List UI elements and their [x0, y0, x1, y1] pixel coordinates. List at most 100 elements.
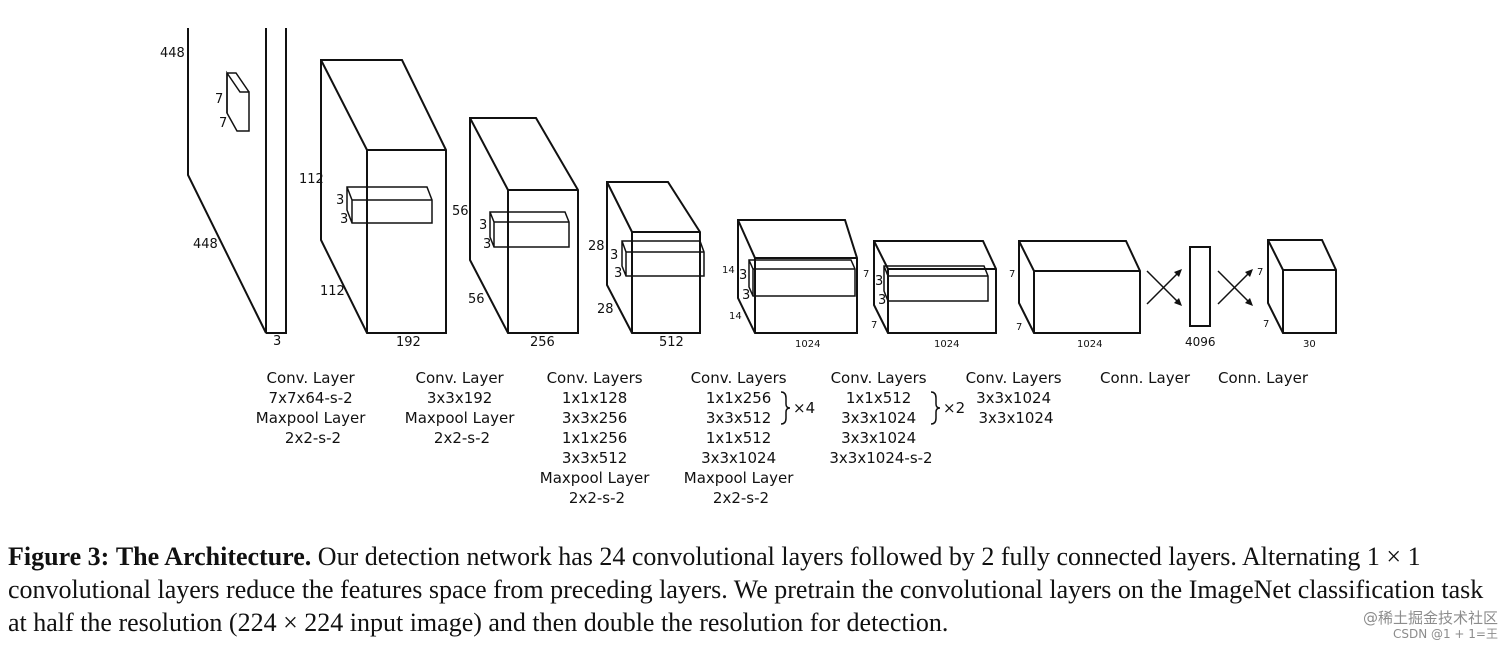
layer-group-5: Conv. Layers 1x1x512 3x3x1024 3x3x1024 3…: [829, 369, 932, 467]
dim-input-kernel-w: 7: [219, 116, 227, 131]
layer-group-4-line: 2x2-s-2: [713, 489, 769, 507]
layer-group-1-line: 7x7x64-s-2: [269, 389, 353, 407]
layer-group-7-line: Conn. Layer: [1100, 369, 1191, 387]
dim-l5-height: 7: [863, 269, 869, 280]
layer-group-3-line: 2x2-s-2: [569, 489, 625, 507]
caption-body: Our detection network has 24 convolution…: [8, 542, 1484, 637]
layer-group-3-line: 3x3x512: [562, 449, 627, 467]
layer-group-4-line: 1x1x256: [706, 389, 771, 407]
dim-l2-width: 56: [468, 292, 485, 307]
dim-l2-kernel-w: 3: [483, 237, 491, 252]
layer-group-5-line: 3x3x1024-s-2: [829, 449, 932, 467]
dim-l3-depth: 512: [659, 335, 684, 350]
layer-group-1-line: 2x2-s-2: [285, 429, 341, 447]
dim-l3-height: 28: [588, 239, 605, 254]
layer-group-4: Conv. Layers 1x1x256 3x3x512 1x1x512 3x3…: [684, 369, 798, 507]
layer-group-5-line: 3x3x1024: [841, 429, 916, 447]
layer-group-8-line: Conn. Layer: [1218, 369, 1309, 387]
connection-arrows-2: [1217, 270, 1252, 305]
layer-group-3-line: 1x1x256: [562, 429, 627, 447]
dim-l4-depth: 1024: [795, 339, 820, 350]
dim-l5-width: 7: [871, 320, 877, 331]
dim-l6-height: 7: [1009, 269, 1015, 280]
input-volume: [187, 28, 287, 334]
dim-l1-height: 112: [299, 172, 324, 187]
watermark-line-1: @稀土掘金技术社区: [1362, 609, 1498, 627]
watermark-line-2: CSDN @1 + 1=王: [1392, 627, 1498, 641]
caption-label: Figure 3:: [8, 542, 110, 571]
dim-out-width: 7: [1263, 319, 1269, 330]
layer-group-2-line: Conv. Layer: [415, 369, 504, 387]
layer-group-6-line: 3x3x1024: [976, 389, 1051, 407]
dim-l3-width: 28: [597, 302, 614, 317]
caption-title: The Architecture.: [115, 542, 312, 571]
layer-group-1-line: Conv. Layer: [266, 369, 355, 387]
dim-input-height: 448: [160, 46, 185, 61]
layer-group-4-line: Conv. Layers: [691, 369, 787, 387]
dim-l5-kernel-h: 3: [875, 274, 883, 289]
layer-group-2: Conv. Layer 3x3x192 Maxpool Layer 2x2-s-…: [405, 369, 519, 447]
dim-l5-kernel-w: 3: [878, 293, 886, 308]
layer5-volume: [873, 240, 997, 334]
dim-l1-kernel-h: 3: [336, 193, 344, 208]
dim-l4-kernel-w: 3: [742, 288, 750, 303]
layer-group-6-line: 3x3x1024: [978, 409, 1053, 427]
watermark: @稀土掘金技术社区 CSDN @1 + 1=王: [1363, 610, 1498, 642]
layer-group-2-line: 2x2-s-2: [434, 429, 490, 447]
layer-group-4-line: 3x3x1024: [701, 449, 776, 467]
layer1-volume: [320, 59, 447, 334]
layer-group-2-line: 3x3x192: [427, 389, 492, 407]
dim-out-depth: 30: [1303, 339, 1316, 350]
layer3-volume: [606, 181, 705, 334]
dim-l2-height: 56: [452, 204, 469, 219]
layer-group-4-line: 3x3x512: [706, 409, 771, 427]
layer2-volume: [469, 117, 579, 334]
dim-l5-depth: 1024: [934, 339, 959, 350]
layer-group-8: Conn. Layer: [1218, 369, 1309, 387]
repeat-count-2: ×2: [943, 399, 965, 417]
dim-fc-size: 4096: [1185, 335, 1216, 349]
dim-input-depth: 3: [273, 334, 281, 349]
repeat-brace-4: [780, 391, 791, 425]
layer-group-1: Conv. Layer 7x7x64-s-2 Maxpool Layer 2x2…: [256, 369, 370, 447]
dim-l1-kernel-w: 3: [340, 212, 348, 227]
dim-l2-kernel-h: 3: [479, 218, 487, 233]
layer4-volume: [737, 219, 858, 334]
connection-arrows-1: [1146, 270, 1181, 305]
fc-layer-volume: [1189, 246, 1211, 327]
layer-group-5-line: 1x1x512: [846, 389, 911, 407]
layer6-volume: [1018, 240, 1141, 334]
dim-l1-width: 112: [320, 284, 345, 299]
layer-group-6-line: Conv. Layers: [966, 369, 1062, 387]
layer-group-3: Conv. Layers 1x1x128 3x3x256 1x1x256 3x3…: [540, 369, 654, 507]
layer-group-4-line: 1x1x512: [706, 429, 771, 447]
repeat-brace-2: [930, 391, 941, 425]
layer-group-7: Conn. Layer: [1100, 369, 1191, 387]
dim-l3-kernel-w: 3: [614, 266, 622, 281]
dim-l4-kernel-h: 3: [739, 268, 747, 283]
dim-l4-height: 14: [722, 265, 735, 276]
dim-l2-depth: 256: [530, 335, 555, 350]
dim-l3-kernel-h: 3: [610, 248, 618, 263]
repeat-count-4: ×4: [793, 399, 815, 417]
dim-l6-width: 7: [1016, 322, 1022, 333]
dim-out-height: 7: [1257, 267, 1263, 278]
layer-group-1-line: Maxpool Layer: [256, 409, 366, 427]
dim-input-width: 448: [193, 237, 218, 252]
dim-l4-width: 14: [729, 311, 742, 322]
layer-group-6: Conv. Layers 3x3x1024 3x3x1024: [966, 369, 1067, 427]
dim-input-kernel-h: 7: [215, 92, 223, 107]
layer-group-5-line: 3x3x1024: [841, 409, 916, 427]
layer-group-4-line: Maxpool Layer: [684, 469, 794, 487]
dim-l1-depth: 192: [396, 335, 421, 350]
output-volume: [1267, 239, 1337, 334]
figure-caption: Figure 3: The Architecture. Our detectio…: [8, 540, 1498, 639]
layer-group-2-line: Maxpool Layer: [405, 409, 515, 427]
layer-group-3-line: Conv. Layers: [547, 369, 643, 387]
layer-group-3-line: 3x3x256: [562, 409, 627, 427]
layer-group-3-line: Maxpool Layer: [540, 469, 650, 487]
layer-group-3-line: 1x1x128: [562, 389, 627, 407]
dim-l6-depth: 1024: [1077, 339, 1102, 350]
layer-group-5-line: Conv. Layers: [831, 369, 927, 387]
